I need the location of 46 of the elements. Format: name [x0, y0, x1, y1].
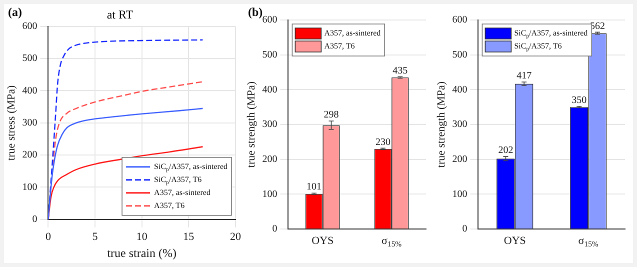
chart-title: at RT	[106, 7, 134, 22]
data-label: 350	[572, 95, 587, 106]
x-tick-label: 0	[45, 230, 52, 243]
legend-label: A357, T6	[154, 200, 185, 210]
y-tick-label: 100	[452, 188, 468, 200]
x-tick-label: 10	[136, 230, 148, 243]
y-tick-label: 500	[262, 49, 278, 60]
legend-label: A357, T6	[324, 42, 355, 51]
y-tick-label: 400	[22, 85, 38, 96]
y-axis-title: true strength (MPa)	[435, 81, 448, 168]
y-tick-label: 0	[32, 214, 38, 226]
x-tick-label: 5	[92, 230, 98, 243]
y-tick-label: 200	[452, 154, 468, 165]
y-tick-label: 500	[452, 49, 468, 60]
y-tick-label: 300	[262, 119, 278, 130]
x-tick-label: 20	[230, 230, 242, 243]
y-tick-label: 500	[22, 53, 38, 64]
y-tick-label: 0	[462, 224, 468, 235]
text: (a)	[8, 5, 22, 20]
y-tick-label: 600	[262, 14, 278, 26]
x-tick-label: OYS	[504, 234, 526, 247]
y-tick-label: 600	[452, 14, 468, 26]
y-tick-label: 300	[452, 119, 468, 130]
y-axis-title: true stress (MPa)	[5, 84, 18, 160]
y-axis-title: true strength (MPa)	[245, 81, 258, 168]
y-tick-label: 300	[22, 118, 38, 129]
data-label: 435	[392, 65, 408, 76]
y-tick-label: 400	[452, 84, 468, 96]
x-tick-label: OYS	[312, 234, 334, 247]
y-tick-label: 400	[262, 84, 278, 96]
y-tick-label: 600	[22, 21, 38, 32]
data-label: 230	[375, 136, 390, 148]
data-label: 417	[516, 70, 532, 82]
y-tick-label: 200	[22, 150, 38, 161]
y-tick-label: 0	[272, 224, 278, 235]
text: (b)	[248, 5, 263, 20]
data-label: 202	[498, 145, 514, 156]
y-tick-label: 100	[262, 188, 278, 200]
legend-label: A357, as-sintered	[324, 28, 381, 38]
y-tick-label: 100	[22, 182, 38, 193]
legend-label: A357, as-sintered	[154, 188, 210, 197]
x-tick-label: 15	[183, 230, 195, 243]
x-axis-title: true strain (%)	[107, 246, 177, 260]
y-tick-label: 200	[262, 154, 278, 165]
data-label: 298	[324, 110, 339, 121]
data-label: 101	[306, 182, 322, 193]
